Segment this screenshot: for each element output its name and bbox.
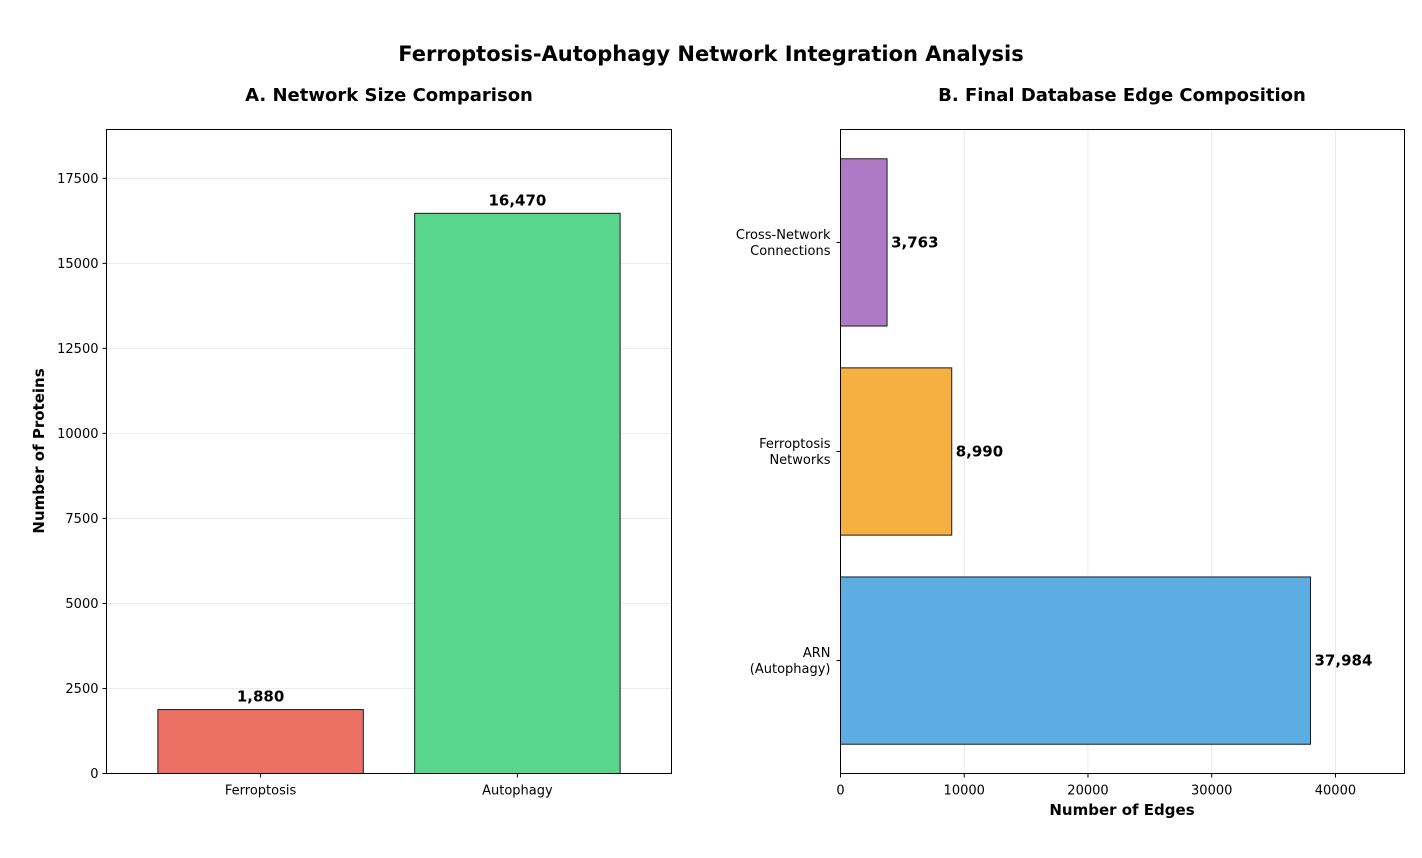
panel-a-y-tick-label: 10000 [57, 427, 98, 442]
panel-b-y-tick-label-line: Cross-Network [736, 228, 831, 243]
panel-b-x-axis-label: Number of Edges [1049, 801, 1194, 819]
panel-b-bar-cross-network [840, 158, 888, 327]
panel-a-y-tick-label: 5000 [65, 597, 98, 612]
panel-b-bar-ferroptosis [840, 367, 953, 536]
panel-b-y-tick-label-line: (Autophagy) [750, 662, 831, 677]
panel-b-x-tick-label: 40000 [1315, 784, 1356, 799]
panel-a-bar-ferroptosis [157, 709, 364, 774]
panel-a-y-tick-label: 7500 [65, 512, 98, 527]
panel-b-y-tick-label-line: Ferroptosis [759, 437, 831, 452]
panel-b-y-tick-label-line: ARN [803, 646, 831, 661]
panel-b-x-tick-label: 10000 [944, 784, 985, 799]
panel-a-y-tick-label: 12500 [57, 342, 98, 357]
panel-b-bar-value-label: 37,984 [1315, 652, 1373, 670]
panel-b-bar-arn [840, 576, 1312, 745]
panel-a-title: A. Network Size Comparison [245, 85, 533, 106]
panel-b-bar-value-label: 3,763 [891, 233, 938, 251]
figure-title: Ferroptosis-Autophagy Network Integratio… [398, 42, 1023, 66]
panel-a-y-tick-label: 2500 [65, 682, 98, 697]
panel-a-bar-value-label: 1,880 [237, 688, 284, 706]
panel-a-axes-frame [106, 129, 672, 774]
panel-a-y-tick-label: 0 [90, 767, 98, 782]
panel-b-title: B. Final Database Edge Composition [938, 85, 1306, 106]
panel-b-y-tick-label: Cross-Network Connections [736, 228, 831, 259]
panel-a-bar-autophagy [414, 212, 621, 774]
panel-b-x-tick-label: 30000 [1191, 784, 1232, 799]
panel-a-x-tick-label: Ferroptosis [225, 784, 297, 799]
panel-b-y-tick-label-line: Connections [750, 244, 831, 259]
panel-b-y-tick-label: ARN (Autophagy) [750, 646, 831, 677]
panel-b-y-tick-label-line: Networks [769, 453, 830, 468]
panel-b-x-tick-label: 20000 [1067, 784, 1108, 799]
panel-a-x-tick-label: Autophagy [482, 784, 553, 799]
panel-b-y-tick-label: Ferroptosis Networks [759, 437, 831, 468]
panel-b-axes-frame [840, 129, 1405, 774]
panel-b-bar-value-label: 8,990 [956, 443, 1003, 461]
panel-a-bar-value-label: 16,470 [488, 191, 546, 209]
panel-a-y-tick-label: 15000 [57, 257, 98, 272]
panel-b-x-tick-label: 0 [836, 784, 844, 799]
panel-a-y-axis-label: Number of Proteins [30, 368, 48, 533]
panel-b-edge-composition: B. Final Database Edge Composition 37,98… [736, 85, 1405, 819]
panel-a-y-tick-label: 17500 [57, 172, 98, 187]
panel-a-network-size: A. Network Size Comparison 1,880 16,470 0… [30, 85, 672, 799]
